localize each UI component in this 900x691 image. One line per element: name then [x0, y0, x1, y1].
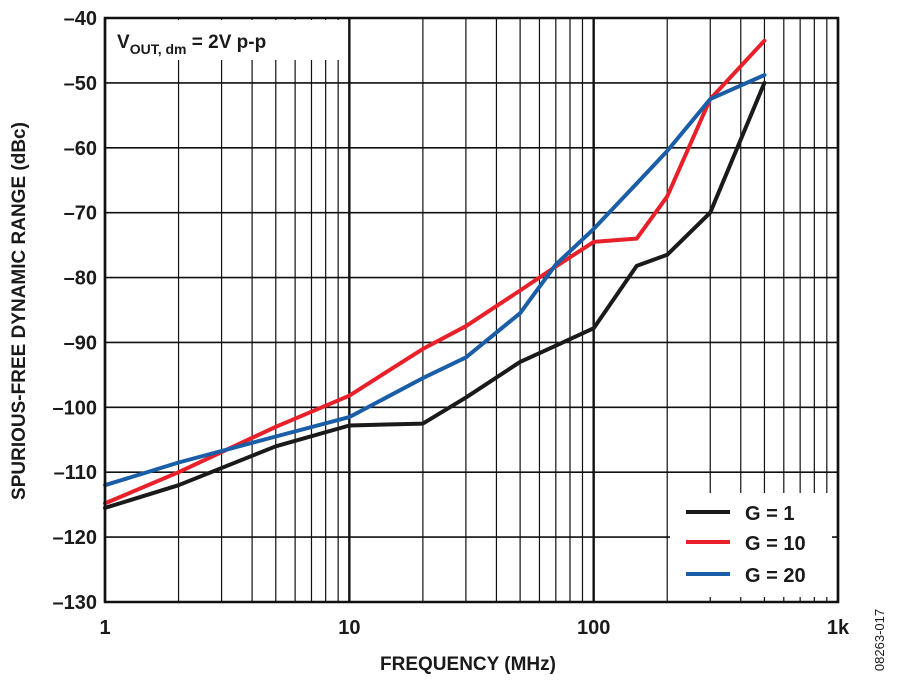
legend-label-g20: G = 20: [745, 565, 806, 587]
y-tick-label: –100: [53, 397, 98, 419]
legend: G = 1 G = 10 G = 20: [670, 493, 832, 597]
y-tick-label: –70: [64, 203, 97, 225]
series-line-g1: [103, 80, 767, 510]
x-tick-labels: 1 10 100 1k: [99, 617, 850, 639]
x-tick-label: 10: [338, 617, 360, 639]
x-tick-label: 1: [99, 617, 110, 639]
y-tick-label: –60: [64, 138, 97, 160]
legend-label-g10: G = 10: [745, 533, 806, 555]
series-lines: [103, 38, 767, 510]
annotation-rest: = 2V p-p: [186, 32, 266, 53]
y-tick-label: –90: [64, 332, 97, 354]
y-tick-labels: –130 –120 –110 –100 –90 –80 –70 –60 –50 –40: [53, 8, 98, 614]
x-tick-label: 1k: [827, 617, 850, 639]
annotation-box: [107, 20, 341, 60]
y-tick-label: –50: [64, 73, 97, 95]
y-tick-label: –130: [53, 592, 98, 614]
x-axis-title: FREQUENCY (MHz): [380, 654, 556, 675]
series-line-g20: [103, 73, 767, 488]
condition-annotation: VOUT, dm = 2V p-p: [107, 20, 341, 60]
y-tick-label: –40: [64, 8, 97, 30]
y-tick-label: –120: [53, 527, 98, 549]
series-line-g10: [103, 38, 767, 506]
y-tick-label: –110: [54, 462, 97, 484]
legend-label-g1: G = 1: [745, 503, 794, 525]
x-tick-label: 100: [577, 617, 610, 639]
figure-id: 08263-017: [872, 609, 887, 671]
annotation-main: V: [117, 32, 130, 53]
plot-frame: [103, 16, 840, 604]
y-tick-label: –80: [64, 268, 97, 290]
annotation-subscript: OUT, dm: [130, 41, 187, 57]
y-axis-title: SPURIOUS-FREE DYNAMIC RANGE (dBc): [9, 122, 30, 500]
annotation-text: VOUT, dm = 2V p-p: [117, 32, 266, 57]
